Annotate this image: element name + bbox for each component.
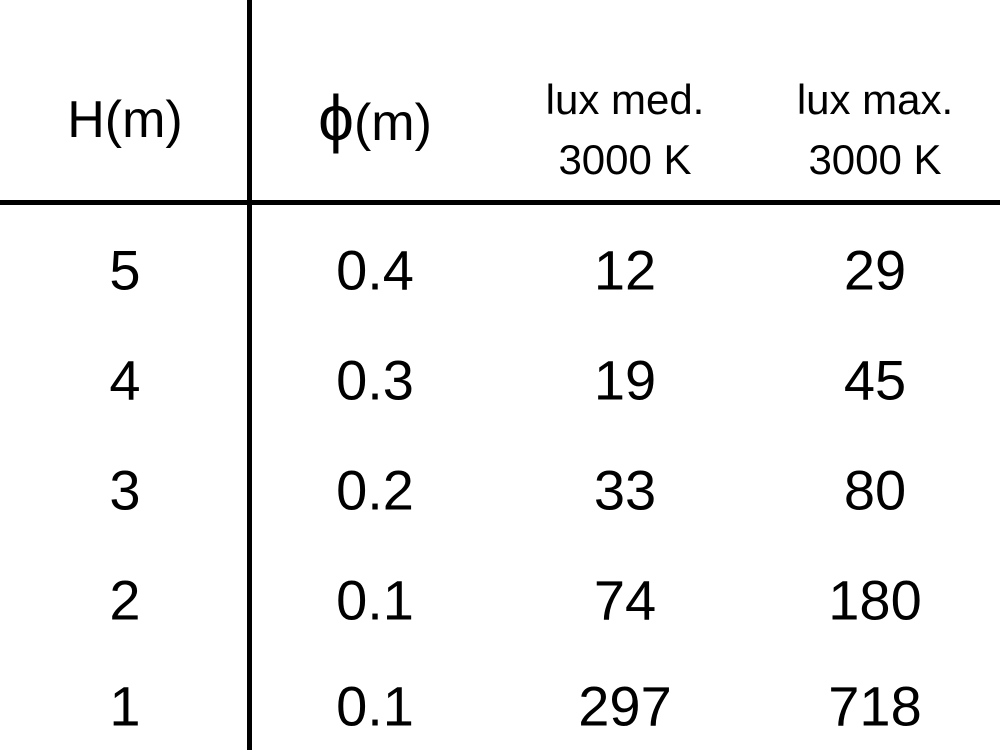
header-lux-med: lux med. 3000 K: [500, 70, 750, 190]
table-cell: 19: [593, 348, 657, 412]
header-divider: [0, 200, 1000, 205]
header-height: H(m): [67, 91, 183, 149]
header-lux-med-line2: 3000 K: [558, 136, 692, 183]
table-cell: 5: [109, 238, 141, 302]
header-lux-med-line1: lux med.: [545, 76, 705, 123]
header-lux-max-line1: lux max.: [796, 76, 954, 123]
table-cell: 0.3: [336, 348, 414, 412]
header-diameter-unit: (m): [353, 94, 432, 152]
table-cell: 0.1: [336, 674, 414, 738]
column-divider: [247, 0, 252, 750]
table-cell: 29: [843, 238, 907, 302]
table-cell: 297: [578, 674, 672, 738]
table-cell: 0.2: [336, 458, 414, 522]
table-cell: 0.1: [336, 568, 414, 632]
table-cell: 718: [828, 674, 922, 738]
table-cell: 80: [843, 458, 907, 522]
table-cell: 4: [109, 348, 141, 412]
phi-symbol: ϕ: [318, 82, 354, 154]
header-lux-max: lux max. 3000 K: [750, 70, 1000, 190]
table-cell: 3: [109, 458, 141, 522]
table-cell: 45: [843, 348, 907, 412]
table-cell: 1: [109, 674, 141, 738]
table-cell: 0.4: [336, 238, 414, 302]
table-cell: 180: [828, 568, 922, 632]
table-cell: 2: [109, 568, 141, 632]
table-cell: 33: [593, 458, 657, 522]
table-cell: 74: [593, 568, 657, 632]
header-diameter: ϕ(m): [250, 81, 500, 155]
table-cell: 12: [593, 238, 657, 302]
header-lux-max-line2: 3000 K: [808, 136, 942, 183]
